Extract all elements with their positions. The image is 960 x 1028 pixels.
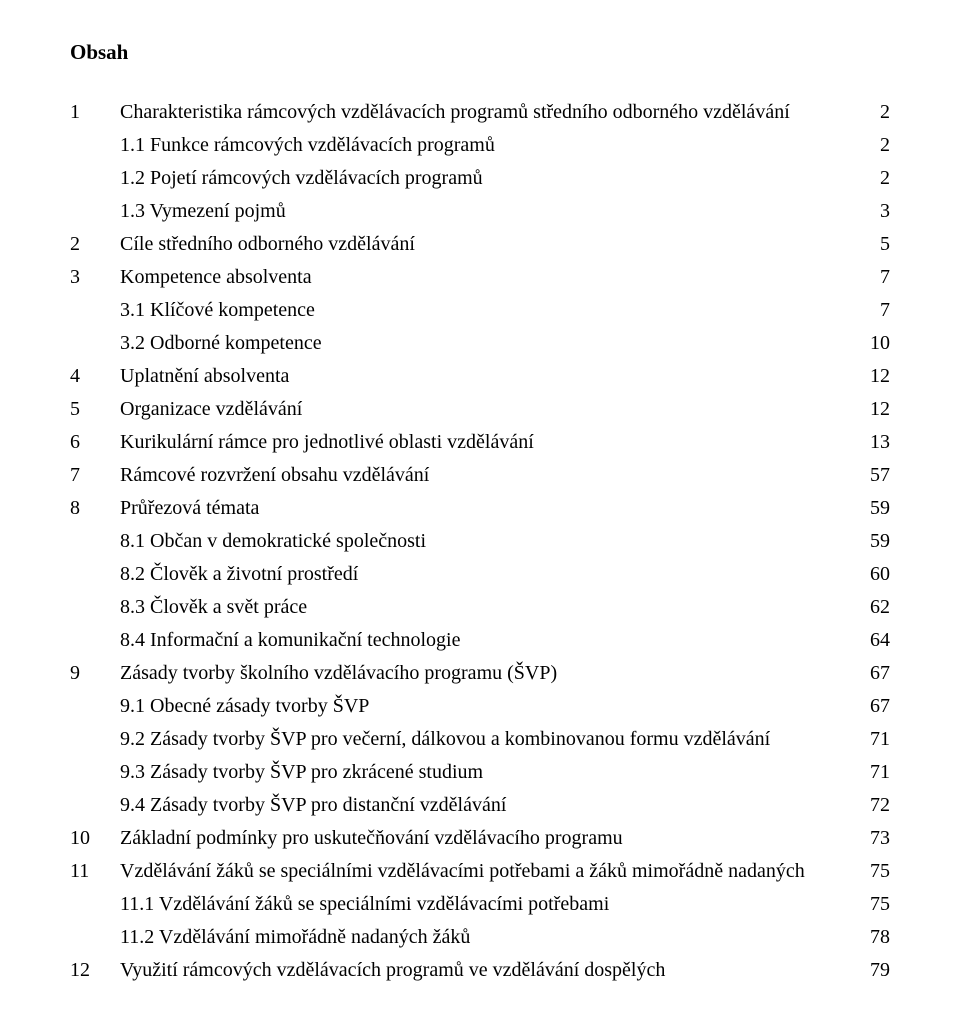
toc-row: 11Vzdělávání žáků se speciálními vzděláv… bbox=[70, 856, 890, 887]
toc-number: 3 bbox=[70, 262, 120, 293]
toc-page-number: 71 bbox=[854, 757, 890, 788]
toc-row: 3Kompetence absolventa7 bbox=[70, 262, 890, 293]
toc-number: 11 bbox=[70, 856, 120, 887]
toc-label: 11.2 Vzdělávání mimořádně nadaných žáků bbox=[120, 922, 854, 953]
toc-number: 5 bbox=[70, 394, 120, 425]
toc-page-number: 75 bbox=[854, 889, 890, 920]
toc-page-number: 13 bbox=[854, 427, 890, 458]
toc-label: Cíle středního odborného vzdělávání bbox=[120, 229, 854, 260]
toc-row: 3.2 Odborné kompetence10 bbox=[70, 328, 890, 359]
toc-number: 2 bbox=[70, 229, 120, 260]
toc-row: 8.2 Člověk a životní prostředí60 bbox=[70, 559, 890, 590]
toc-label: 1.2 Pojetí rámcových vzdělávacích progra… bbox=[120, 163, 854, 194]
toc-row: 8.3 Člověk a svět práce62 bbox=[70, 592, 890, 623]
toc-label: 8.3 Člověk a svět práce bbox=[120, 592, 854, 623]
toc-page-number: 57 bbox=[854, 460, 890, 491]
toc-number: 6 bbox=[70, 427, 120, 458]
toc-row: 9Zásady tvorby školního vzdělávacího pro… bbox=[70, 658, 890, 689]
toc-label: 9.1 Obecné zásady tvorby ŠVP bbox=[120, 691, 854, 722]
toc-label: Zásady tvorby školního vzdělávacího prog… bbox=[120, 658, 854, 689]
toc-page-number: 64 bbox=[854, 625, 890, 656]
toc-page-number: 67 bbox=[854, 658, 890, 689]
page-title: Obsah bbox=[70, 36, 890, 69]
toc-row: 10Základní podmínky pro uskutečňování vz… bbox=[70, 823, 890, 854]
toc-page-number: 5 bbox=[854, 229, 890, 260]
toc-row: 7Rámcové rozvržení obsahu vzdělávání57 bbox=[70, 460, 890, 491]
toc-page-number: 12 bbox=[854, 361, 890, 392]
toc-row: 2Cíle středního odborného vzdělávání5 bbox=[70, 229, 890, 260]
toc-row: 1.1 Funkce rámcových vzdělávacích progra… bbox=[70, 130, 890, 161]
toc-number: 9 bbox=[70, 658, 120, 689]
toc-label: 3.2 Odborné kompetence bbox=[120, 328, 854, 359]
toc-label: Kurikulární rámce pro jednotlivé oblasti… bbox=[120, 427, 854, 458]
toc-label: Charakteristika rámcových vzdělávacích p… bbox=[120, 97, 854, 128]
toc-row: 5Organizace vzdělávání12 bbox=[70, 394, 890, 425]
toc-page-number: 2 bbox=[854, 97, 890, 128]
toc-label: 8.1 Občan v demokratické společnosti bbox=[120, 526, 854, 557]
toc-row: 3.1 Klíčové kompetence7 bbox=[70, 295, 890, 326]
toc-label: 8.4 Informační a komunikační technologie bbox=[120, 625, 854, 656]
toc-row: 11.1 Vzdělávání žáků se speciálními vzdě… bbox=[70, 889, 890, 920]
toc-label: 11.1 Vzdělávání žáků se speciálními vzdě… bbox=[120, 889, 854, 920]
toc-label: Uplatnění absolventa bbox=[120, 361, 854, 392]
toc-row: 1.3 Vymezení pojmů3 bbox=[70, 196, 890, 227]
toc-row: 6Kurikulární rámce pro jednotlivé oblast… bbox=[70, 427, 890, 458]
toc-page-number: 2 bbox=[854, 163, 890, 194]
toc-row: 9.3 Zásady tvorby ŠVP pro zkrácené studi… bbox=[70, 757, 890, 788]
toc-row: 8.4 Informační a komunikační technologie… bbox=[70, 625, 890, 656]
toc-row: 11.2 Vzdělávání mimořádně nadaných žáků7… bbox=[70, 922, 890, 953]
toc-number: 1 bbox=[70, 97, 120, 128]
toc-label: Rámcové rozvržení obsahu vzdělávání bbox=[120, 460, 854, 491]
toc-row: 1.2 Pojetí rámcových vzdělávacích progra… bbox=[70, 163, 890, 194]
toc-number: 4 bbox=[70, 361, 120, 392]
toc-row: 1Charakteristika rámcových vzdělávacích … bbox=[70, 97, 890, 128]
toc-page-number: 12 bbox=[854, 394, 890, 425]
toc-label: 8.2 Člověk a životní prostředí bbox=[120, 559, 854, 590]
toc-label: Využití rámcových vzdělávacích programů … bbox=[120, 955, 854, 986]
toc-page-number: 71 bbox=[854, 724, 890, 755]
toc-label: Průřezová témata bbox=[120, 493, 854, 524]
toc-row: 9.2 Zásady tvorby ŠVP pro večerní, dálko… bbox=[70, 724, 890, 755]
toc-container: 1Charakteristika rámcových vzdělávacích … bbox=[70, 97, 890, 986]
toc-page-number: 10 bbox=[854, 328, 890, 359]
toc-page-number: 73 bbox=[854, 823, 890, 854]
toc-label: Organizace vzdělávání bbox=[120, 394, 854, 425]
toc-number: 8 bbox=[70, 493, 120, 524]
toc-page-number: 78 bbox=[854, 922, 890, 953]
toc-number: 7 bbox=[70, 460, 120, 491]
toc-page-number: 7 bbox=[854, 262, 890, 293]
toc-row: 9.4 Zásady tvorby ŠVP pro distanční vzdě… bbox=[70, 790, 890, 821]
toc-label: Kompetence absolventa bbox=[120, 262, 854, 293]
toc-page-number: 67 bbox=[854, 691, 890, 722]
toc-row: 8Průřezová témata59 bbox=[70, 493, 890, 524]
toc-page-number: 3 bbox=[854, 196, 890, 227]
toc-number: 10 bbox=[70, 823, 120, 854]
toc-label: 9.3 Zásady tvorby ŠVP pro zkrácené studi… bbox=[120, 757, 854, 788]
toc-page-number: 2 bbox=[854, 130, 890, 161]
toc-page-number: 79 bbox=[854, 955, 890, 986]
toc-page-number: 59 bbox=[854, 493, 890, 524]
toc-row: 9.1 Obecné zásady tvorby ŠVP67 bbox=[70, 691, 890, 722]
toc-page-number: 72 bbox=[854, 790, 890, 821]
toc-row: 8.1 Občan v demokratické společnosti59 bbox=[70, 526, 890, 557]
toc-label: Vzdělávání žáků se speciálními vzdělávac… bbox=[120, 856, 854, 887]
toc-page-number: 60 bbox=[854, 559, 890, 590]
toc-label: 9.2 Zásady tvorby ŠVP pro večerní, dálko… bbox=[120, 724, 854, 755]
toc-page-number: 75 bbox=[854, 856, 890, 887]
toc-number: 12 bbox=[70, 955, 120, 986]
toc-label: 3.1 Klíčové kompetence bbox=[120, 295, 854, 326]
toc-page-number: 62 bbox=[854, 592, 890, 623]
toc-page-number: 7 bbox=[854, 295, 890, 326]
toc-row: 12Využití rámcových vzdělávacích program… bbox=[70, 955, 890, 986]
toc-label: Základní podmínky pro uskutečňování vzdě… bbox=[120, 823, 854, 854]
toc-label: 1.3 Vymezení pojmů bbox=[120, 196, 854, 227]
toc-label: 9.4 Zásady tvorby ŠVP pro distanční vzdě… bbox=[120, 790, 854, 821]
document-page: Obsah 1Charakteristika rámcových vzděláv… bbox=[0, 0, 960, 1028]
toc-row: 4Uplatnění absolventa12 bbox=[70, 361, 890, 392]
toc-page-number: 59 bbox=[854, 526, 890, 557]
toc-label: 1.1 Funkce rámcových vzdělávacích progra… bbox=[120, 130, 854, 161]
